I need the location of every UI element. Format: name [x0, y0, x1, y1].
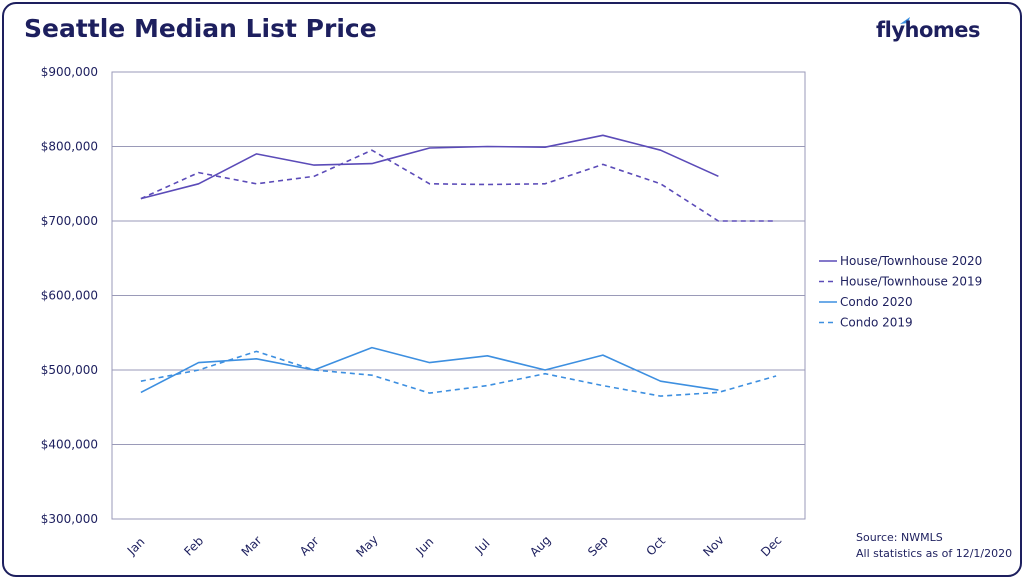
source-text: Source: NWMLS [856, 531, 943, 544]
flyhomes-logo: flyhomes [876, 18, 981, 42]
y-tick-label: $600,000 [41, 289, 98, 303]
legend-label: House/Townhouse 2020 [840, 254, 982, 268]
chart-title: Seattle Median List Price [24, 14, 377, 43]
x-tick-label: Aug [527, 533, 553, 559]
source-note: Source: NWMLS All statistics as of 12/1/… [856, 530, 1012, 562]
x-tick-label: Dec [758, 533, 784, 559]
plot-area-border [111, 71, 806, 520]
x-tick-label: Feb [181, 534, 206, 559]
statistics-date-text: All statistics as of 12/1/2020 [856, 547, 1013, 560]
x-tick-label: Jul [472, 536, 493, 557]
y-tick-label: $900,000 [41, 65, 98, 79]
series-line [140, 346, 719, 394]
legend-label: Condo 2019 [840, 316, 913, 330]
series-line [140, 350, 777, 397]
x-tick-label: Mar [239, 533, 265, 559]
series-line [140, 134, 719, 200]
legend-label: House/Townhouse 2019 [840, 275, 982, 289]
logo-mark-icon [900, 17, 910, 24]
x-tick-label: May [353, 532, 380, 559]
y-tick-label: $800,000 [41, 140, 98, 154]
legend-label: Condo 2020 [840, 295, 913, 309]
y-tick-label: $400,000 [41, 438, 98, 452]
x-tick-label: Jan [124, 535, 148, 559]
x-tick-label: Jun [413, 535, 437, 559]
x-tick-label: Oct [644, 534, 669, 559]
series-line [140, 149, 777, 222]
x-tick-label: Apr [297, 534, 322, 559]
x-tick-label: Nov [700, 533, 726, 559]
y-tick-label: $700,000 [41, 214, 98, 228]
x-tick-label: Sep [585, 533, 611, 559]
y-tick-label: $500,000 [41, 363, 98, 377]
y-tick-label: $300,000 [41, 512, 98, 526]
